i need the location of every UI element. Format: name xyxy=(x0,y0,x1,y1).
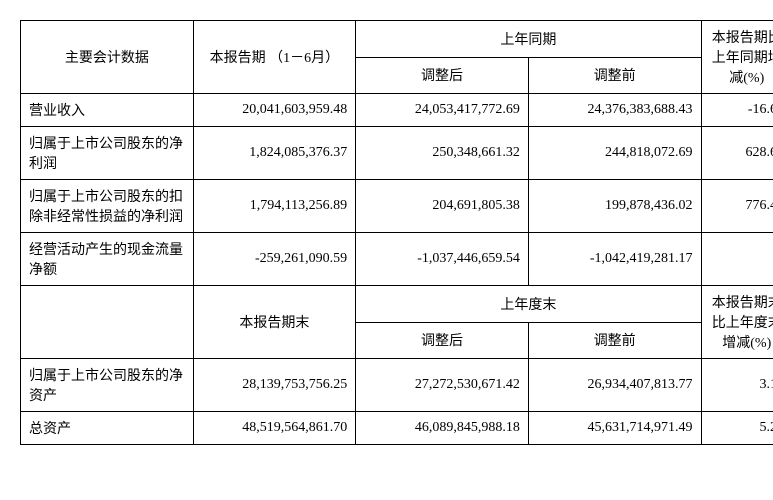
row-label: 营业收入 xyxy=(21,94,194,127)
row-current: 1,794,113,256.89 xyxy=(193,180,356,233)
row-pct xyxy=(701,233,773,286)
row-adj-before: 199,878,436.02 xyxy=(528,180,701,233)
row-pct: -16.68 xyxy=(701,94,773,127)
row-adj-before: -1,042,419,281.17 xyxy=(528,233,701,286)
table-row: 总资产 48,519,564,861.70 46,089,845,988.18 … xyxy=(21,412,773,445)
row-current: 1,824,085,376.37 xyxy=(193,127,356,180)
adjusted-after2-header: 调整后 xyxy=(356,322,529,359)
prior-period-group-header: 上年同期 xyxy=(356,21,701,58)
main-label-header: 主要会计数据 xyxy=(21,21,194,94)
row-adj-before: 244,818,072.69 xyxy=(528,127,701,180)
table-row: 归属于上市公司股东的净利润 1,824,085,376.37 250,348,6… xyxy=(21,127,773,180)
adjusted-after-header: 调整后 xyxy=(356,57,529,94)
row-label: 经营活动产生的现金流量净额 xyxy=(21,233,194,286)
row-adj-after: 204,691,805.38 xyxy=(356,180,529,233)
row-pct: 628.62 xyxy=(701,127,773,180)
prior-end-group-header: 上年度末 xyxy=(356,286,701,323)
adjusted-before-header: 调整前 xyxy=(528,57,701,94)
change-pct-header: 本报告期比上年同期增减(%) xyxy=(701,21,773,94)
row-label: 总资产 xyxy=(21,412,194,445)
row-label: 归属于上市公司股东的净利润 xyxy=(21,127,194,180)
table-row: 归属于上市公司股东的净资产 28,139,753,756.25 27,272,5… xyxy=(21,359,773,412)
financial-data-table: 主要会计数据 本报告期 （1－6月） 上年同期 本报告期比上年同期增减(%) 调… xyxy=(20,20,773,445)
row-pct: 776.49 xyxy=(701,180,773,233)
table-row: 归属于上市公司股东的扣除非经常性损益的净利润 1,794,113,256.89 … xyxy=(21,180,773,233)
row-adj-after: 46,089,845,988.18 xyxy=(356,412,529,445)
header-row-1: 主要会计数据 本报告期 （1－6月） 上年同期 本报告期比上年同期增减(%) xyxy=(21,21,773,58)
row-current: 28,139,753,756.25 xyxy=(193,359,356,412)
row-current: -259,261,090.59 xyxy=(193,233,356,286)
change-pct2-header: 本报告期末比上年度末增减(%) xyxy=(701,286,773,359)
financial-table-container: 主要会计数据 本报告期 （1－6月） 上年同期 本报告期比上年同期增减(%) 调… xyxy=(20,20,773,445)
row-current: 20,041,603,959.48 xyxy=(193,94,356,127)
row-adj-after: -1,037,446,659.54 xyxy=(356,233,529,286)
header2-row-1: 本报告期末 上年度末 本报告期末比上年度末增减(%) xyxy=(21,286,773,323)
row-pct: 5.27 xyxy=(701,412,773,445)
row-adj-after: 27,272,530,671.42 xyxy=(356,359,529,412)
row-adj-before: 26,934,407,813.77 xyxy=(528,359,701,412)
current-period-header: 本报告期 （1－6月） xyxy=(193,21,356,94)
empty-header xyxy=(21,286,194,359)
row-pct: 3.18 xyxy=(701,359,773,412)
row-adj-before: 24,376,383,688.43 xyxy=(528,94,701,127)
row-adj-before: 45,631,714,971.49 xyxy=(528,412,701,445)
table-row: 经营活动产生的现金流量净额 -259,261,090.59 -1,037,446… xyxy=(21,233,773,286)
row-adj-after: 24,053,417,772.69 xyxy=(356,94,529,127)
current-end-header: 本报告期末 xyxy=(193,286,356,359)
table-row: 营业收入 20,041,603,959.48 24,053,417,772.69… xyxy=(21,94,773,127)
adjusted-before2-header: 调整前 xyxy=(528,322,701,359)
row-current: 48,519,564,861.70 xyxy=(193,412,356,445)
row-label: 归属于上市公司股东的扣除非经常性损益的净利润 xyxy=(21,180,194,233)
row-adj-after: 250,348,661.32 xyxy=(356,127,529,180)
row-label: 归属于上市公司股东的净资产 xyxy=(21,359,194,412)
